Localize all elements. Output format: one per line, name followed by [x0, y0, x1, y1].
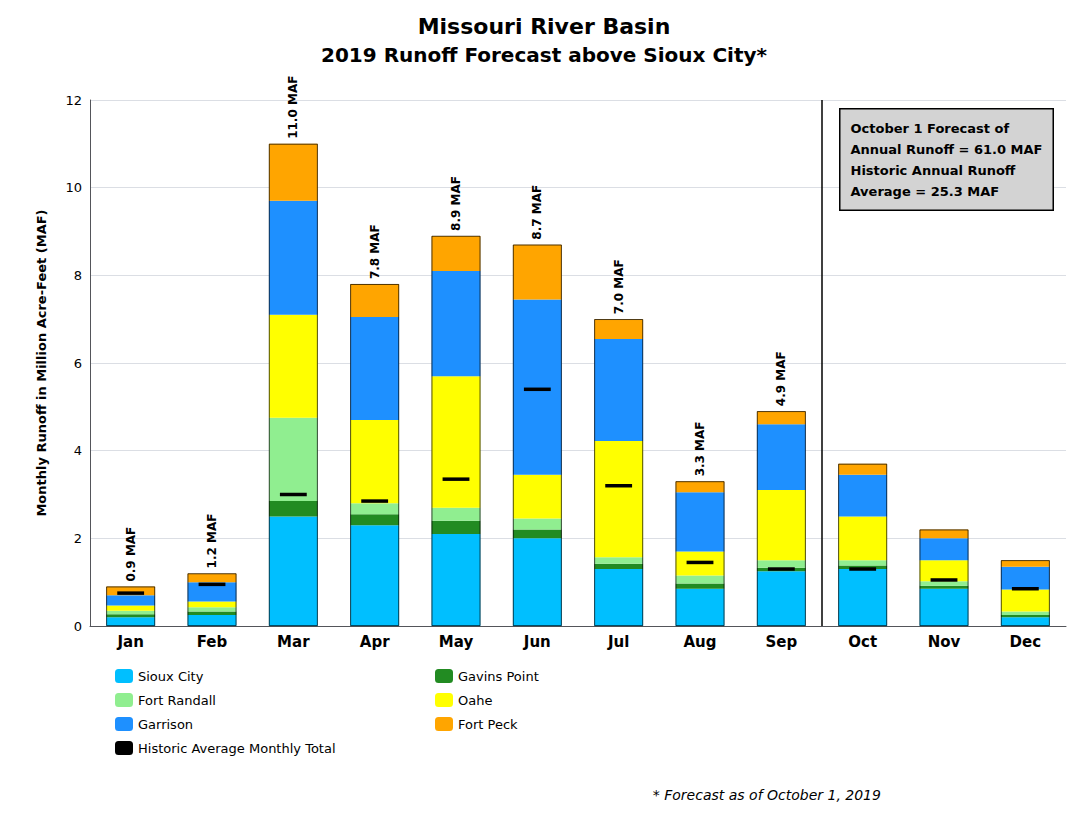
svg-text:Oahe: Oahe: [458, 693, 492, 708]
svg-text:Missouri River Basin: Missouri River Basin: [418, 14, 671, 39]
svg-text:Mar: Mar: [277, 633, 310, 651]
svg-text:Monthly Runoff in Million Acre: Monthly Runoff in Million Acre-Feet (MAF…: [34, 209, 49, 516]
svg-text:10: 10: [65, 180, 82, 195]
svg-text:3.3 MAF: 3.3 MAF: [693, 421, 707, 476]
svg-text:1.2 MAF: 1.2 MAF: [205, 514, 219, 569]
svg-text:Aug: Aug: [683, 633, 716, 651]
svg-text:Fort Randall: Fort Randall: [138, 693, 216, 708]
svg-text:8.7 MAF: 8.7 MAF: [530, 185, 544, 240]
svg-text:0: 0: [74, 619, 82, 634]
svg-text:6: 6: [74, 356, 82, 371]
svg-text:4.9 MAF: 4.9 MAF: [774, 351, 788, 406]
svg-text:Sioux City: Sioux City: [138, 669, 204, 684]
svg-text:12: 12: [65, 93, 82, 108]
svg-text:Feb: Feb: [197, 633, 228, 651]
svg-text:7.8 MAF: 7.8 MAF: [368, 224, 382, 279]
svg-text:2019 Runoff Forecast above Sio: 2019 Runoff Forecast above Sioux City*: [321, 43, 768, 67]
svg-text:Jan: Jan: [116, 633, 143, 651]
svg-text:Historic Average Monthly Total: Historic Average Monthly Total: [138, 741, 336, 756]
svg-text:Annual Runoff = 61.0 MAF: Annual Runoff = 61.0 MAF: [851, 142, 1043, 157]
svg-text:Apr: Apr: [360, 633, 390, 651]
svg-text:October 1 Forecast of: October 1 Forecast of: [851, 121, 1010, 136]
svg-text:Average = 25.3 MAF: Average = 25.3 MAF: [851, 184, 1000, 199]
svg-text:11.0 MAF: 11.0 MAF: [286, 76, 300, 139]
svg-text:* Forecast as of October 1, 20: * Forecast as of October 1, 2019: [653, 787, 881, 803]
svg-text:4: 4: [74, 443, 82, 458]
svg-text:8.9 MAF: 8.9 MAF: [449, 176, 463, 231]
svg-text:7.0 MAF: 7.0 MAF: [612, 259, 626, 314]
svg-text:8: 8: [74, 268, 82, 283]
svg-text:Sep: Sep: [765, 633, 797, 651]
svg-text:2: 2: [74, 531, 82, 546]
svg-text:Dec: Dec: [1010, 633, 1042, 651]
svg-text:May: May: [439, 633, 474, 651]
svg-text:Gavins Point: Gavins Point: [458, 669, 539, 684]
svg-text:Jul: Jul: [607, 633, 629, 651]
svg-text:Garrison: Garrison: [138, 717, 193, 732]
svg-text:Oct: Oct: [848, 633, 877, 651]
svg-text:Jun: Jun: [523, 633, 551, 651]
svg-text:0.9 MAF: 0.9 MAF: [124, 527, 138, 582]
svg-text:Fort Peck: Fort Peck: [458, 717, 518, 732]
svg-text:Nov: Nov: [928, 633, 961, 651]
svg-text:Historic Annual Runoff: Historic Annual Runoff: [851, 163, 1016, 178]
